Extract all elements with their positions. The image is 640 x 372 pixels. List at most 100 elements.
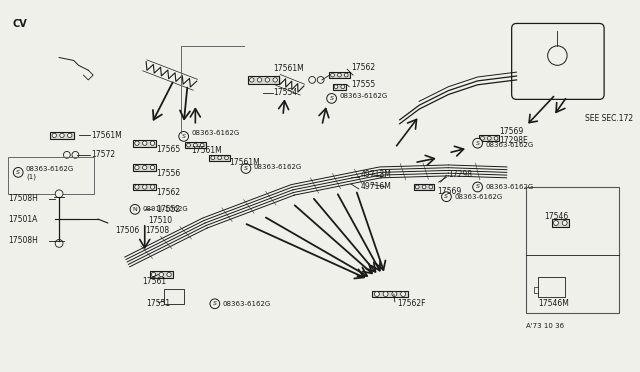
Circle shape xyxy=(383,292,388,296)
Bar xyxy=(372,291,408,298)
Text: 17554: 17554 xyxy=(273,88,298,97)
Text: 17510: 17510 xyxy=(148,215,173,225)
Text: 17298E: 17298E xyxy=(499,136,528,145)
Text: 17546M: 17546M xyxy=(538,299,569,308)
Circle shape xyxy=(55,190,63,198)
Text: S: S xyxy=(213,301,217,306)
Text: 0891I-1062G: 0891I-1062G xyxy=(143,206,189,212)
Circle shape xyxy=(68,133,72,138)
Bar xyxy=(552,219,569,227)
Circle shape xyxy=(143,165,147,170)
Text: 17561M: 17561M xyxy=(92,131,122,140)
Circle shape xyxy=(135,185,139,189)
Text: 49716M: 49716M xyxy=(361,182,392,190)
Text: S: S xyxy=(476,141,479,146)
Circle shape xyxy=(327,93,337,103)
Text: 49713M: 49713M xyxy=(361,170,392,179)
Text: 17561M: 17561M xyxy=(273,64,304,73)
Text: 17298: 17298 xyxy=(449,170,472,179)
Text: 17552: 17552 xyxy=(156,205,180,214)
Text: 08363-6162G: 08363-6162G xyxy=(253,164,302,170)
Circle shape xyxy=(415,185,419,189)
Circle shape xyxy=(130,205,140,214)
Bar xyxy=(150,271,173,278)
Bar xyxy=(8,157,94,194)
Bar xyxy=(329,72,349,78)
Circle shape xyxy=(422,185,426,189)
Circle shape xyxy=(344,73,348,77)
Text: 17501A: 17501A xyxy=(8,215,38,224)
Circle shape xyxy=(494,137,498,140)
Circle shape xyxy=(55,240,63,247)
Circle shape xyxy=(135,165,139,170)
Text: S: S xyxy=(244,166,248,171)
Text: CV: CV xyxy=(12,19,27,29)
Circle shape xyxy=(257,78,262,82)
Bar xyxy=(209,155,230,161)
Circle shape xyxy=(218,156,221,160)
Circle shape xyxy=(392,292,397,296)
Text: S: S xyxy=(182,134,186,139)
Circle shape xyxy=(374,292,380,296)
Circle shape xyxy=(150,185,155,189)
Text: A'73 10 36: A'73 10 36 xyxy=(526,323,564,329)
Circle shape xyxy=(241,164,251,173)
Bar xyxy=(333,84,346,90)
Circle shape xyxy=(60,133,64,138)
Text: 08363-6162G: 08363-6162G xyxy=(339,93,388,99)
Text: 08363-6162G: 08363-6162G xyxy=(191,131,240,137)
Text: SEE SEC.172: SEE SEC.172 xyxy=(585,114,633,124)
Text: 17569: 17569 xyxy=(436,187,461,196)
Bar xyxy=(414,184,435,190)
Circle shape xyxy=(481,137,484,140)
Bar xyxy=(479,135,499,141)
Circle shape xyxy=(473,138,483,148)
Circle shape xyxy=(265,78,269,82)
Circle shape xyxy=(341,85,345,89)
Circle shape xyxy=(150,141,155,145)
Circle shape xyxy=(135,141,139,145)
Circle shape xyxy=(193,143,197,147)
Bar xyxy=(538,278,565,297)
Text: S: S xyxy=(444,194,449,199)
Circle shape xyxy=(143,141,147,145)
Circle shape xyxy=(250,78,254,82)
Circle shape xyxy=(563,221,567,225)
Text: 08363-6162G: 08363-6162G xyxy=(223,301,271,307)
Text: 08363-6162G: 08363-6162G xyxy=(485,142,534,148)
Circle shape xyxy=(554,221,558,225)
Text: 08363-6162G: 08363-6162G xyxy=(485,184,534,190)
Text: 08363-6162G: 08363-6162G xyxy=(26,166,74,173)
Text: 17569: 17569 xyxy=(499,127,524,136)
Text: 17562: 17562 xyxy=(156,188,180,197)
Bar xyxy=(133,164,156,171)
Circle shape xyxy=(317,77,324,83)
Circle shape xyxy=(13,167,23,177)
Text: N: N xyxy=(132,207,138,212)
Text: 08363-6162G: 08363-6162G xyxy=(454,194,502,200)
Circle shape xyxy=(150,165,155,170)
Circle shape xyxy=(72,151,79,158)
Circle shape xyxy=(63,151,70,158)
FancyBboxPatch shape xyxy=(511,23,604,99)
Bar xyxy=(133,183,156,190)
Circle shape xyxy=(200,143,204,147)
Circle shape xyxy=(308,77,316,83)
Text: 17562: 17562 xyxy=(351,63,375,72)
Circle shape xyxy=(159,272,163,277)
Circle shape xyxy=(151,272,156,277)
Text: 17565: 17565 xyxy=(156,144,180,154)
Text: 17572: 17572 xyxy=(92,150,115,159)
Text: 17551: 17551 xyxy=(147,299,171,308)
Text: S: S xyxy=(16,170,20,175)
Text: 17556: 17556 xyxy=(156,169,180,178)
Bar xyxy=(51,132,74,139)
Circle shape xyxy=(167,272,172,277)
Circle shape xyxy=(401,292,406,296)
Text: 17562F: 17562F xyxy=(397,299,426,308)
Circle shape xyxy=(334,85,338,89)
Circle shape xyxy=(548,46,567,65)
Text: 17561: 17561 xyxy=(142,277,166,286)
Circle shape xyxy=(337,73,341,77)
Text: 17508: 17508 xyxy=(145,226,169,235)
